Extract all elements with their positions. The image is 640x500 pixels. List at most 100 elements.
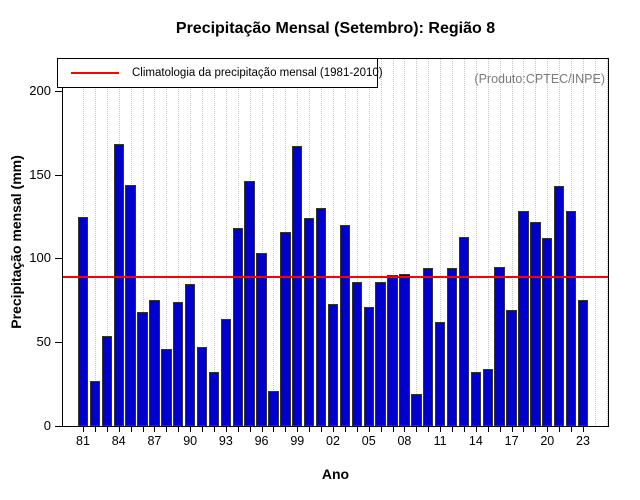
gridline bbox=[404, 59, 406, 426]
bar-year-97 bbox=[268, 390, 279, 426]
x-tick bbox=[511, 427, 513, 432]
bar-year-23 bbox=[577, 300, 589, 426]
gridline bbox=[428, 59, 430, 426]
x-tick bbox=[178, 427, 180, 432]
y-tick-label: 0 bbox=[43, 418, 51, 433]
gridline bbox=[202, 59, 204, 426]
bar-year-08 bbox=[399, 273, 410, 426]
bar-year-89 bbox=[173, 301, 184, 426]
bar-year-82 bbox=[89, 380, 101, 426]
chart-title: Precipitação Mensal (Setembro): Região 8 bbox=[175, 20, 496, 37]
x-tick-label: 14 bbox=[468, 434, 483, 448]
x-tick-label: 05 bbox=[361, 434, 376, 448]
x-tick bbox=[499, 427, 501, 432]
x-tick bbox=[380, 427, 382, 432]
y-tick bbox=[55, 174, 62, 176]
x-tick bbox=[463, 427, 465, 432]
bar-year-90 bbox=[184, 283, 196, 426]
x-tick bbox=[154, 427, 156, 432]
bar-year-20 bbox=[542, 238, 553, 426]
y-tick-label: 50 bbox=[36, 334, 51, 350]
x-tick bbox=[118, 427, 120, 432]
x-tick bbox=[285, 427, 287, 432]
bar-year-95 bbox=[244, 181, 255, 426]
x-tick bbox=[261, 427, 263, 432]
bar-year-02 bbox=[327, 303, 339, 426]
gridline bbox=[499, 59, 501, 426]
gridline bbox=[356, 59, 358, 426]
x-tick bbox=[106, 427, 108, 432]
x-tick-label: 96 bbox=[254, 434, 269, 448]
gridline bbox=[583, 59, 584, 426]
x-tick bbox=[249, 427, 251, 432]
x-tick bbox=[583, 427, 584, 432]
bar-year-81 bbox=[77, 216, 89, 426]
bar-year-05 bbox=[363, 307, 374, 426]
x-tick bbox=[487, 427, 489, 432]
gridline bbox=[273, 59, 275, 426]
x-tick-label: 84 bbox=[111, 434, 126, 448]
bar-year-12 bbox=[446, 268, 458, 426]
x-tick bbox=[83, 427, 84, 432]
bar-year-01 bbox=[315, 208, 327, 426]
climatology-line bbox=[63, 275, 608, 278]
gridline bbox=[452, 59, 454, 426]
x-tick bbox=[535, 427, 537, 432]
bar-year-92 bbox=[208, 372, 220, 426]
gridline bbox=[440, 59, 442, 426]
gridline bbox=[380, 59, 382, 426]
x-tick-label: 87 bbox=[147, 434, 162, 448]
bar-year-16 bbox=[494, 266, 505, 426]
x-tick bbox=[392, 427, 394, 432]
x-tick bbox=[166, 427, 168, 432]
x-tick bbox=[333, 427, 334, 432]
gridline bbox=[333, 59, 334, 426]
y-tick bbox=[55, 342, 62, 344]
legend-label: Climatologia da precipitação mensal (198… bbox=[132, 67, 383, 79]
bar-year-96 bbox=[256, 253, 267, 426]
x-tick bbox=[297, 427, 299, 432]
gridline bbox=[166, 59, 168, 426]
watermark-text: (Produto:CPTEC/INPE) bbox=[474, 72, 605, 86]
y-tick-label: 150 bbox=[29, 166, 51, 182]
gridline bbox=[213, 59, 215, 426]
gridline bbox=[368, 59, 370, 426]
x-tick bbox=[404, 427, 406, 432]
x-tick bbox=[225, 427, 227, 432]
x-tick-label: 02 bbox=[326, 434, 340, 448]
x-tick bbox=[475, 427, 477, 432]
x-tick-label: 93 bbox=[218, 434, 233, 448]
bar-year-18 bbox=[518, 211, 529, 426]
gridline bbox=[142, 59, 144, 426]
x-tick bbox=[416, 427, 418, 432]
bar-year-84 bbox=[113, 144, 124, 426]
x-tick bbox=[547, 427, 549, 432]
y-tick-label: 200 bbox=[29, 82, 51, 98]
gridline bbox=[606, 59, 608, 426]
plot-area: (Produto:CPTEC/INPE) bbox=[62, 58, 609, 427]
bar-year-13 bbox=[458, 236, 470, 426]
bar-year-04 bbox=[351, 281, 362, 426]
bar-year-21 bbox=[554, 186, 565, 426]
bar-year-03 bbox=[339, 224, 351, 426]
x-tick bbox=[428, 427, 430, 432]
x-tick bbox=[130, 427, 132, 432]
gridline bbox=[511, 59, 513, 426]
legend-box: Climatologia da precipitação mensal (198… bbox=[57, 58, 383, 88]
x-tick bbox=[237, 427, 239, 432]
gridline bbox=[261, 59, 263, 426]
bar-year-00 bbox=[303, 218, 315, 426]
y-tick bbox=[55, 258, 62, 260]
x-tick-label: 99 bbox=[290, 434, 305, 448]
bar-year-14 bbox=[470, 372, 482, 426]
x-tick bbox=[190, 427, 192, 432]
legend-line-sample bbox=[71, 72, 119, 74]
bar-year-17 bbox=[506, 310, 517, 426]
x-tick bbox=[571, 427, 573, 432]
x-tick-label: 17 bbox=[504, 434, 519, 448]
x-tick bbox=[344, 427, 346, 432]
bar-year-83 bbox=[101, 335, 112, 426]
x-tick-label: 90 bbox=[183, 434, 198, 448]
x-tick-label: 11 bbox=[433, 434, 447, 448]
